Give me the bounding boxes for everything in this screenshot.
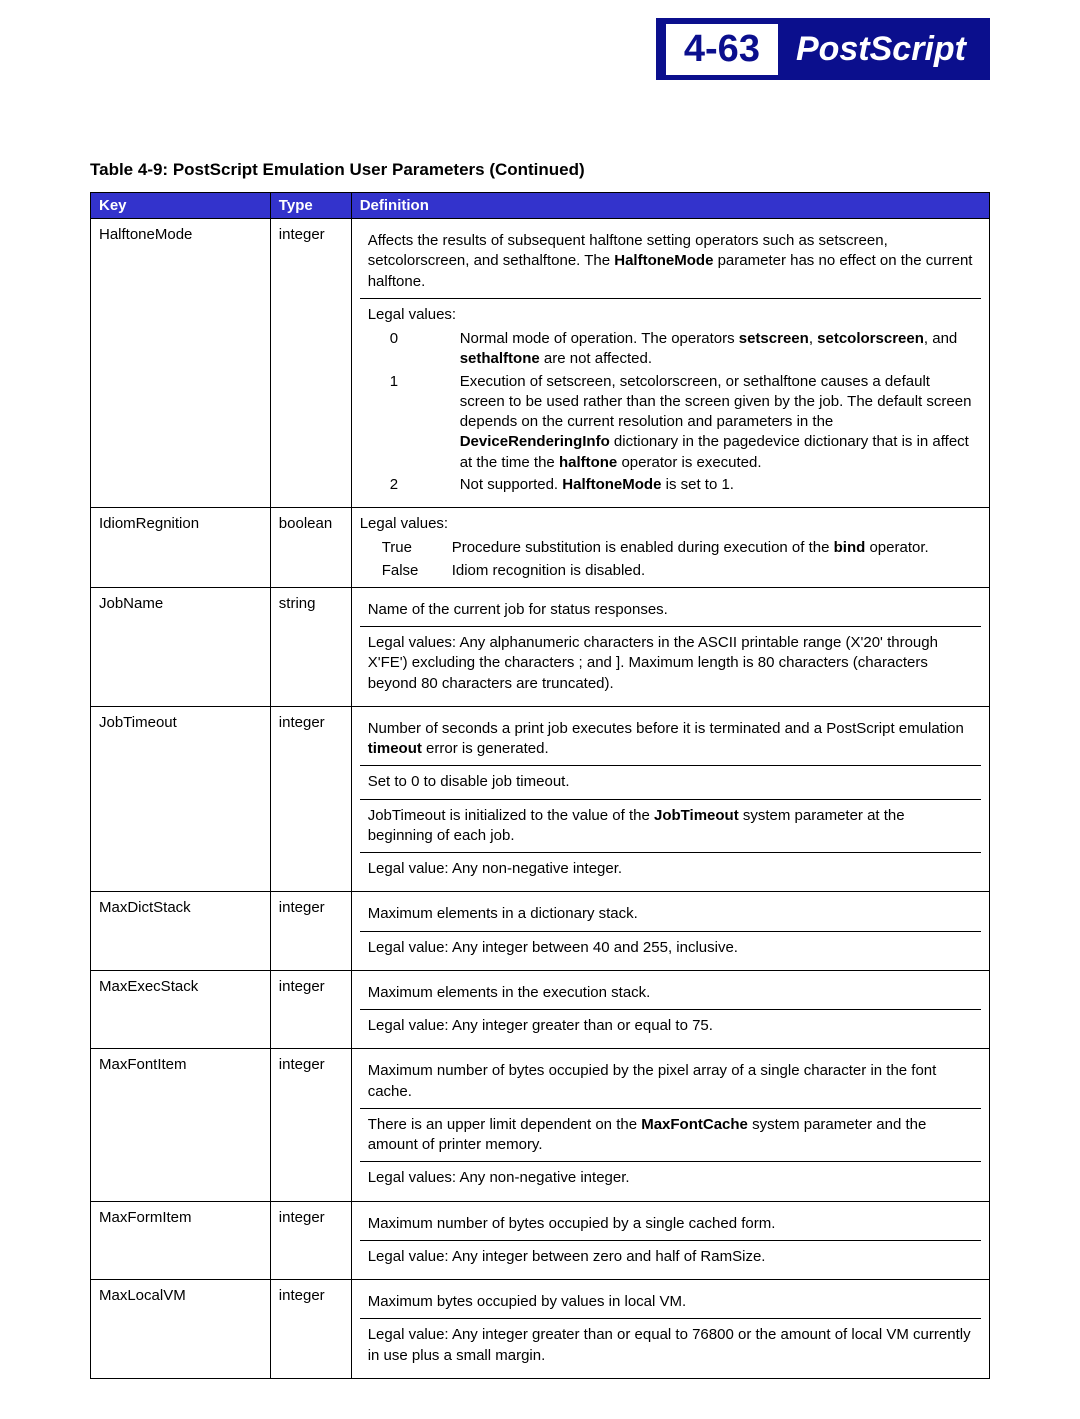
text-bold: sethalftone [460, 350, 540, 367]
cell-definition: Maximum bytes occupied by values in loca… [351, 1280, 989, 1379]
text-bold: MaxFontCache [641, 1116, 748, 1133]
cell-definition: Number of seconds a print job executes b… [351, 706, 989, 892]
text: , [809, 330, 817, 347]
text: Legal value: Any integer greater than or… [360, 1009, 981, 1042]
cell-key: MaxDictStack [91, 892, 271, 971]
cell-type: integer [270, 1201, 351, 1280]
table-row: IdiomRegnition boolean Legal values: Tru… [91, 508, 990, 588]
text: Maximum elements in a dictionary stack. [360, 898, 981, 930]
list-value: Normal mode of operation. The operators … [460, 329, 973, 370]
text: Set to 0 to disable job timeout. [360, 765, 981, 798]
text: Legal values: Any alphanumeric character… [360, 626, 981, 700]
text: Legal values: Any non-negative integer. [360, 1161, 981, 1194]
col-header-definition: Definition [351, 193, 989, 219]
text: Execution of setscreen, setcolorscreen, … [460, 373, 972, 431]
text: JobTimeout is initialized to the value o… [368, 807, 654, 824]
table-row: MaxFormItem integer Maximum number of by… [91, 1201, 990, 1280]
table-row: MaxDictStack integer Maximum elements in… [91, 892, 990, 971]
table-row: HalftoneMode integer Affects the results… [91, 219, 990, 508]
text: Number of seconds a print job executes b… [368, 720, 964, 737]
text: Maximum bytes occupied by values in loca… [360, 1286, 981, 1318]
text: Maximum elements in the execution stack. [360, 977, 981, 1009]
page-header: 4-63 PostScript [0, 0, 1080, 90]
text: Maximum number of bytes occupied by a si… [360, 1208, 981, 1240]
list-key: 0 [390, 329, 450, 370]
list-value: Execution of setscreen, setcolorscreen, … [460, 372, 973, 473]
text-bold: HalftoneMode [614, 252, 713, 269]
text-bold: HalftoneMode [562, 476, 661, 493]
text: error is generated. [422, 740, 549, 757]
page-title: PostScript [796, 30, 966, 69]
text-bold: setscreen [739, 330, 809, 347]
list-value: Not supported. HalftoneMode is set to 1. [460, 475, 973, 495]
text: Legal value: Any integer between zero an… [360, 1240, 981, 1273]
text: Legal value: Any integer greater than or… [360, 1318, 981, 1372]
page-number: 4-63 [666, 24, 778, 75]
legal-values-label: Legal values: [360, 514, 981, 534]
text: operator. [865, 539, 928, 556]
text: Legal value: Any integer between 40 and … [360, 931, 981, 964]
cell-key: MaxFontItem [91, 1049, 271, 1201]
legal-values-label: Legal values: [368, 305, 973, 325]
text-bold: timeout [368, 740, 422, 757]
list-key: 1 [390, 372, 450, 473]
cell-definition: Name of the current job for status respo… [351, 587, 989, 706]
cell-type: integer [270, 219, 351, 508]
text-bold: DeviceRenderingInfo [460, 433, 610, 450]
header-banner: 4-63 PostScript [656, 18, 990, 80]
col-header-type: Type [270, 193, 351, 219]
text: There is an upper limit dependent on the [368, 1116, 642, 1133]
cell-definition: Legal values: True Procedure substitutio… [351, 508, 989, 588]
cell-definition: Maximum number of bytes occupied by the … [351, 1049, 989, 1201]
content-area: Table 4-9: PostScript Emulation User Par… [0, 90, 1080, 1419]
table-row: MaxLocalVM integer Maximum bytes occupie… [91, 1280, 990, 1379]
text: Legal value: Any non-negative integer. [360, 852, 981, 885]
cell-type: integer [270, 706, 351, 892]
parameters-table: Key Type Definition HalftoneMode integer… [90, 192, 990, 1379]
cell-key: MaxExecStack [91, 970, 271, 1049]
cell-key: IdiomRegnition [91, 508, 271, 588]
col-header-key: Key [91, 193, 271, 219]
cell-type: string [270, 587, 351, 706]
cell-key: JobName [91, 587, 271, 706]
cell-key: MaxFormItem [91, 1201, 271, 1280]
cell-type: integer [270, 1049, 351, 1201]
text-bold: setcolorscreen [817, 330, 924, 347]
list-value: Procedure substitution is enabled during… [452, 538, 981, 558]
text: is set to 1. [661, 476, 734, 493]
cell-type: integer [270, 892, 351, 971]
cell-type: integer [270, 970, 351, 1049]
text-bold: JobTimeout [654, 807, 739, 824]
cell-definition: Maximum number of bytes occupied by a si… [351, 1201, 989, 1280]
table-header-row: Key Type Definition [91, 193, 990, 219]
text: operator is executed. [617, 454, 761, 471]
text: Normal mode of operation. The operators [460, 330, 739, 347]
table-row: JobName string Name of the current job f… [91, 587, 990, 706]
cell-key: JobTimeout [91, 706, 271, 892]
text: , and [924, 330, 957, 347]
cell-definition: Maximum elements in the execution stack.… [351, 970, 989, 1049]
table-row: MaxFontItem integer Maximum number of by… [91, 1049, 990, 1201]
cell-definition: Affects the results of subsequent halfto… [351, 219, 989, 508]
text: Name of the current job for status respo… [360, 594, 981, 626]
text: are not affected. [540, 350, 652, 367]
cell-type: boolean [270, 508, 351, 588]
list-value: Idiom recognition is disabled. [452, 561, 981, 581]
list-key: 2 [390, 475, 450, 495]
text: Not supported. [460, 476, 563, 493]
table-caption: Table 4-9: PostScript Emulation User Par… [90, 160, 990, 180]
list-key: False [382, 561, 442, 581]
text-bold: bind [834, 539, 866, 556]
cell-definition: Maximum elements in a dictionary stack. … [351, 892, 989, 971]
text: Maximum number of bytes occupied by the … [360, 1055, 981, 1108]
text: Procedure substitution is enabled during… [452, 539, 834, 556]
list-key: True [382, 538, 442, 558]
table-row: JobTimeout integer Number of seconds a p… [91, 706, 990, 892]
table-row: MaxExecStack integer Maximum elements in… [91, 970, 990, 1049]
cell-type: integer [270, 1280, 351, 1379]
cell-key: HalftoneMode [91, 219, 271, 508]
cell-key: MaxLocalVM [91, 1280, 271, 1379]
text-bold: halftone [559, 454, 617, 471]
